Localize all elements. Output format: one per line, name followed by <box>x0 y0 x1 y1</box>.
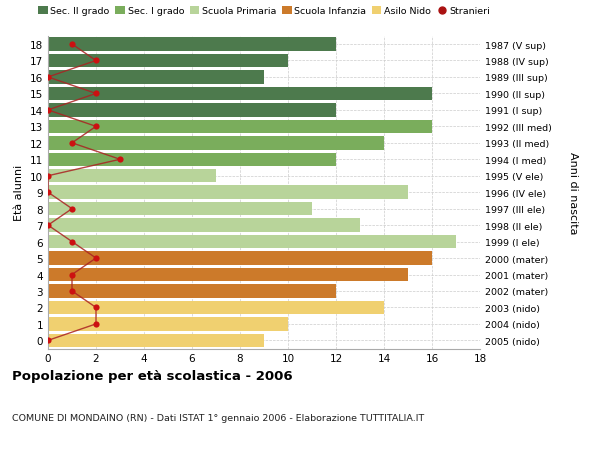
Bar <box>48 268 408 282</box>
Point <box>91 304 101 312</box>
Point <box>43 222 53 230</box>
Point <box>67 271 77 279</box>
Point <box>91 123 101 131</box>
Bar <box>48 170 216 183</box>
Text: COMUNE DI MONDAINO (RN) - Dati ISTAT 1° gennaio 2006 - Elaborazione TUTTITALIA.I: COMUNE DI MONDAINO (RN) - Dati ISTAT 1° … <box>12 413 424 422</box>
Bar <box>48 318 288 331</box>
Bar <box>48 252 432 265</box>
Legend: Sec. II grado, Sec. I grado, Scuola Primaria, Scuola Infanzia, Asilo Nido, Stran: Sec. II grado, Sec. I grado, Scuola Prim… <box>38 7 490 16</box>
Point <box>43 173 53 180</box>
Point <box>91 255 101 262</box>
Bar <box>48 153 336 167</box>
Point <box>67 238 77 246</box>
Bar <box>48 334 264 347</box>
Point <box>43 337 53 344</box>
Y-axis label: Anni di nascita: Anni di nascita <box>568 151 578 234</box>
Point <box>67 41 77 49</box>
Point <box>91 320 101 328</box>
Bar <box>48 202 312 216</box>
Bar <box>48 235 456 249</box>
Point <box>67 288 77 295</box>
Bar <box>48 120 432 134</box>
Bar <box>48 137 384 150</box>
Bar <box>48 104 336 118</box>
Bar <box>48 301 384 314</box>
Point <box>43 107 53 114</box>
Point <box>43 189 53 196</box>
Bar <box>48 219 360 232</box>
Bar <box>48 38 336 52</box>
Point <box>67 140 77 147</box>
Point <box>115 156 125 163</box>
Y-axis label: Età alunni: Età alunni <box>14 165 25 221</box>
Bar <box>48 55 288 68</box>
Point <box>67 206 77 213</box>
Point <box>91 58 101 65</box>
Text: Popolazione per età scolastica - 2006: Popolazione per età scolastica - 2006 <box>12 369 293 382</box>
Bar <box>48 285 336 298</box>
Bar <box>48 186 408 200</box>
Bar <box>48 88 432 101</box>
Bar <box>48 71 264 84</box>
Point <box>43 74 53 81</box>
Point <box>91 90 101 98</box>
